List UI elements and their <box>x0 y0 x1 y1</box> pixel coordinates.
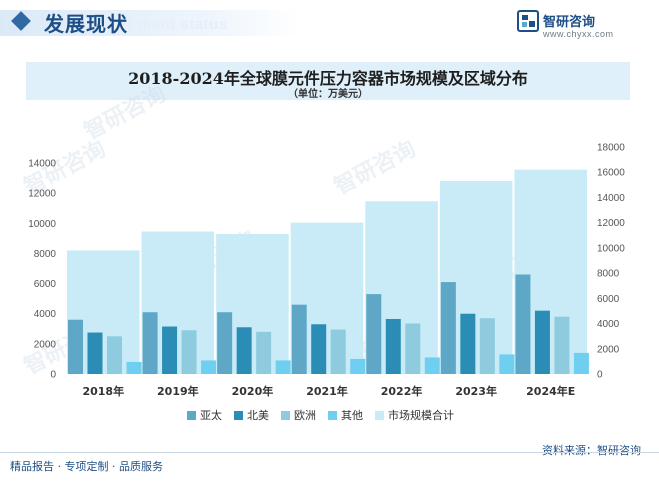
region-bar <box>87 332 103 374</box>
legend-label: 欧洲 <box>294 409 316 422</box>
region-bar <box>499 354 515 374</box>
x-axis-tick: 2022年 <box>381 384 423 398</box>
left-axis-tick: 4000 <box>34 309 57 320</box>
right-axis-tick: 0 <box>597 370 603 381</box>
brand-name: 智研咨询 <box>543 15 596 30</box>
brand: 智研咨询 www.chyxx.com <box>517 8 647 42</box>
section-title: 发展现状 <box>44 12 128 36</box>
legend-swatch <box>281 411 290 420</box>
region-bar <box>366 294 382 374</box>
left-axis-tick: 2000 <box>34 339 57 350</box>
x-axis-tick: 2020年 <box>232 384 274 398</box>
region-bar <box>162 326 178 374</box>
right-axis-tick: 16000 <box>597 168 625 179</box>
region-bar <box>107 336 122 374</box>
right-axis-tick: 12000 <box>597 218 625 229</box>
right-axis-tick: 4000 <box>597 319 620 330</box>
section-header: 发展现状 ment status 智研咨询 www.chyxx.com <box>0 0 659 44</box>
left-axis-tick: 10000 <box>28 219 56 230</box>
region-bar <box>554 316 570 374</box>
region-bar <box>291 304 307 374</box>
chart-title-box: 2018-2024年全球膜元件压力容器市场规模及区域分布 （单位：万美元） <box>26 62 630 100</box>
region-bar <box>515 274 531 374</box>
chart-title: 2018-2024年全球膜元件压力容器市场规模及区域分布 <box>128 69 528 88</box>
region-bar <box>275 360 291 374</box>
footer-divider <box>0 452 659 453</box>
header-watermark: ment status <box>138 16 228 33</box>
region-bar <box>236 327 252 374</box>
legend-label: 北美 <box>247 409 269 422</box>
chart-subtitle: （单位：万美元） <box>288 89 368 100</box>
brand-logo-icon <box>517 10 539 32</box>
footer-tagline: 精品报告 · 专项定制 · 品质服务 <box>10 460 163 473</box>
x-axis-tick: 2024年E <box>526 384 575 398</box>
right-axis-tick: 10000 <box>597 243 625 254</box>
region-bar <box>479 318 495 374</box>
left-axis-tick: 14000 <box>28 159 56 170</box>
brand-url: www.chyxx.com <box>543 29 614 39</box>
legend-label: 其他 <box>341 409 363 422</box>
legend-swatch <box>234 411 243 420</box>
region-bar <box>460 313 476 374</box>
left-axis-tick: 8000 <box>34 249 57 260</box>
x-axis-tick: 2021年 <box>306 384 348 398</box>
source-note: 资料来源：智研咨询 <box>542 444 641 457</box>
region-bar <box>201 360 217 374</box>
legend-swatch <box>328 411 337 420</box>
left-axis-tick: 6000 <box>34 279 57 290</box>
region-bar <box>350 358 366 374</box>
legend-swatch <box>187 411 196 420</box>
region-bar <box>256 331 272 374</box>
region-bar <box>181 330 197 374</box>
region-bar <box>385 318 401 374</box>
left-axis-tick: 0 <box>50 370 56 381</box>
left-axis-tick: 12000 <box>28 189 56 200</box>
x-axis-tick: 2018年 <box>82 384 124 398</box>
right-axis-tick: 2000 <box>597 344 620 355</box>
x-axis-tick: 2023年 <box>455 384 497 398</box>
region-bar <box>424 357 440 374</box>
region-bar <box>330 329 346 374</box>
region-bar <box>440 282 456 374</box>
bar-chart: 0 2000 4000 6000 8000 10000 12000 14000 0 2000 400… <box>28 143 625 423</box>
region-bar <box>68 319 83 374</box>
legend-label: 亚太 <box>200 409 222 422</box>
right-axis-tick: 18000 <box>597 143 625 154</box>
region-bar <box>126 361 142 374</box>
region-bar <box>534 310 550 374</box>
region-bar <box>142 312 158 374</box>
region-bar <box>573 352 589 374</box>
right-axis-tick: 8000 <box>597 269 620 280</box>
region-bar <box>405 323 421 374</box>
x-axis-tick: 2019年 <box>157 384 199 398</box>
legend-label: 市场规模合计 <box>388 408 454 422</box>
right-axis-tick: 6000 <box>597 294 620 305</box>
region-bar <box>217 312 233 374</box>
header-bar <box>0 10 300 36</box>
legend-swatch <box>375 411 384 420</box>
right-axis-tick: 14000 <box>597 193 625 204</box>
region-bar <box>311 324 327 374</box>
